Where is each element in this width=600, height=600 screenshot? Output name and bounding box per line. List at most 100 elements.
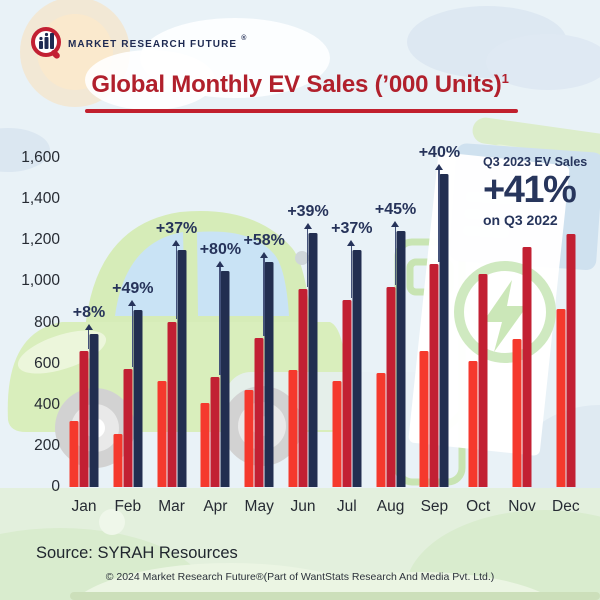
bar-feb-red bbox=[113, 433, 123, 487]
bar-sep-dark-red bbox=[429, 263, 439, 487]
y-tick-label: 600 bbox=[34, 354, 60, 372]
x-tick-label: Jul bbox=[336, 498, 357, 515]
y-tick-label: 1,600 bbox=[21, 149, 60, 166]
x-tick-label: Mar bbox=[158, 498, 185, 515]
bar-dec-dark-red bbox=[566, 234, 576, 487]
growth-arrow-line bbox=[394, 227, 396, 285]
growth-arrow-line bbox=[350, 245, 353, 298]
lightning-bolt-icon bbox=[483, 280, 527, 352]
badge-heading: Q3 2023 EV Sales bbox=[483, 155, 588, 169]
growth-arrow-head-icon bbox=[347, 239, 356, 246]
bar-jan-dark-red bbox=[79, 351, 89, 487]
x-tick-label: Jun bbox=[290, 498, 316, 515]
bar-oct-dark-red bbox=[478, 274, 488, 487]
growth-arrow-head-icon bbox=[84, 323, 93, 330]
bar-oct-red bbox=[468, 360, 478, 487]
bar-sep-red bbox=[419, 351, 429, 487]
bar-chart-plot-area: Jan +8% Feb +49% Mar +37% Apr +80% May +58% Jun +39… bbox=[0, 144, 600, 515]
x-tick-label: Aug bbox=[376, 498, 405, 515]
growth-arrow-head-icon bbox=[128, 300, 137, 307]
bar-jun-navy bbox=[308, 233, 318, 487]
bar-feb-navy bbox=[133, 310, 143, 487]
bar-apr-navy bbox=[220, 271, 230, 487]
bar-jun-red bbox=[288, 369, 298, 487]
bar-nov-dark-red bbox=[522, 247, 532, 487]
growth-arrow-head-icon bbox=[303, 223, 312, 230]
q3-growth-badge: Q3 2023 EV Sales +41% on Q3 2022 bbox=[483, 155, 588, 229]
source-note: Source: SYRAH Resources bbox=[36, 544, 238, 562]
growth-arrow-line bbox=[219, 267, 221, 375]
growth-annotation: +37% bbox=[155, 219, 198, 237]
bar-jan-red bbox=[69, 421, 79, 487]
bar-mar-red bbox=[157, 381, 167, 487]
growth-arrow-line bbox=[263, 257, 265, 336]
bar-may-red bbox=[244, 390, 254, 487]
x-tick-label: Oct bbox=[466, 498, 491, 515]
growth-arrow-head-icon bbox=[215, 261, 224, 268]
x-tick-label: Jan bbox=[71, 498, 97, 515]
y-tick-label: 1,200 bbox=[21, 231, 60, 249]
growth-annotation: +58% bbox=[243, 231, 285, 249]
growth-arrow-head-icon bbox=[259, 251, 268, 258]
bar-may-navy bbox=[264, 261, 274, 487]
bar-aug-navy bbox=[396, 231, 406, 487]
growth-annotation: +49% bbox=[112, 280, 154, 298]
canopy-band bbox=[472, 117, 600, 161]
bar-jun-dark-red bbox=[298, 288, 308, 487]
y-tick-label: 400 bbox=[34, 395, 60, 413]
x-tick-label: Feb bbox=[114, 498, 142, 515]
bar-may-dark-red bbox=[254, 337, 264, 487]
growth-arrow-head-icon bbox=[434, 164, 443, 171]
bar-jul-red bbox=[332, 381, 342, 487]
badge-value: +41% bbox=[483, 169, 577, 212]
brand-name: MARKET RESEARCH FUTURE bbox=[68, 38, 238, 50]
bar-apr-dark-red bbox=[210, 377, 220, 487]
title-footnote-marker: 1 bbox=[501, 71, 509, 86]
y-tick-label: 200 bbox=[34, 436, 60, 454]
growth-annotation: +8% bbox=[72, 303, 106, 321]
y-tick-label: 1,000 bbox=[21, 272, 60, 290]
cloud-icon bbox=[0, 128, 50, 172]
x-tick-label: Dec bbox=[552, 498, 580, 515]
y-tick-label: 1,400 bbox=[21, 190, 60, 208]
growth-annotation: +80% bbox=[199, 241, 242, 259]
growth-arrow-line bbox=[131, 306, 134, 367]
x-tick-label: May bbox=[244, 498, 274, 515]
bar-nov-red bbox=[512, 338, 522, 487]
title-block: Global Monthly EV Sales (’000 Units)1 bbox=[0, 71, 600, 99]
bar-jan-navy bbox=[89, 333, 99, 487]
ev-ring-icon bbox=[454, 261, 556, 363]
bar-feb-dark-red bbox=[123, 368, 133, 487]
brand-logo: MARKET RESEARCH FUTURE ® bbox=[30, 27, 246, 61]
growth-annotation: +39% bbox=[287, 203, 329, 221]
y-tick-label: 0 bbox=[51, 478, 60, 495]
y-tick-label: 800 bbox=[34, 313, 60, 331]
y-axis: 1,600 1,400 1,200 1,000 800 600 400 200 0 bbox=[0, 0, 60, 600]
title-underline bbox=[85, 109, 518, 113]
growth-arrow-head-icon bbox=[391, 221, 400, 227]
bar-dec-red bbox=[556, 309, 566, 487]
x-tick-label: Nov bbox=[508, 498, 536, 515]
growth-annotation: +37% bbox=[331, 219, 373, 237]
bar-sep-navy bbox=[439, 174, 449, 487]
growth-arrow-line bbox=[175, 245, 177, 320]
mrf-logo-icon bbox=[31, 27, 61, 59]
bar-aug-red bbox=[376, 372, 386, 487]
growth-annotation: +45% bbox=[374, 201, 417, 218]
page-title: Global Monthly EV Sales (’000 Units)1 bbox=[91, 71, 509, 98]
growth-arrow-line bbox=[307, 229, 309, 287]
growth-arrow-head-icon bbox=[172, 239, 181, 246]
growth-annotation: +40% bbox=[418, 144, 461, 162]
bar-aug-dark-red bbox=[386, 286, 396, 487]
growth-arrow-line bbox=[88, 329, 90, 350]
bar-apr-red bbox=[200, 402, 210, 487]
bar-mar-navy bbox=[177, 249, 187, 487]
x-tick-label: Apr bbox=[203, 498, 228, 515]
bar-jul-dark-red bbox=[342, 299, 352, 487]
x-tick-label: Sep bbox=[420, 498, 449, 515]
bar-mar-dark-red bbox=[167, 321, 177, 487]
copyright-note: © 2024 Market Research Future®(Part of W… bbox=[105, 571, 495, 583]
badge-subtext: on Q3 2022 bbox=[483, 212, 558, 229]
growth-arrow-line bbox=[438, 170, 440, 262]
bar-jul-navy bbox=[352, 249, 362, 487]
